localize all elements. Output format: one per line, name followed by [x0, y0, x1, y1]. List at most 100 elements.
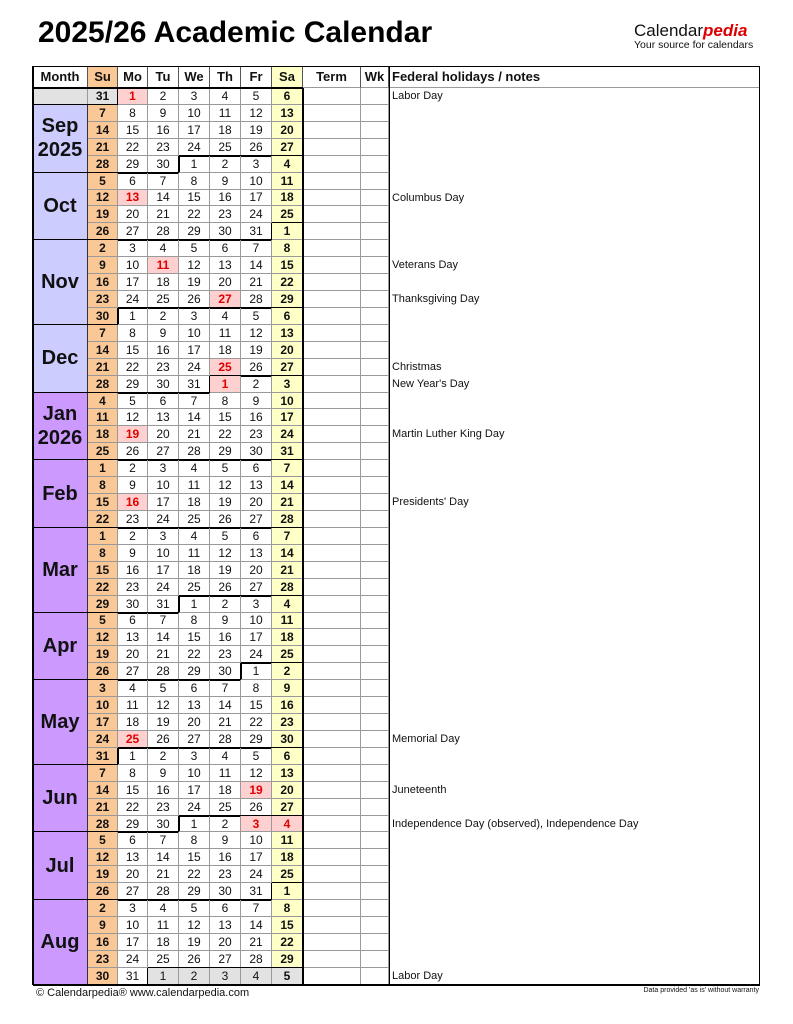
- day-cell[interactable]: 1: [118, 747, 148, 765]
- day-cell[interactable]: 5: [118, 392, 148, 410]
- day-cell[interactable]: 22: [241, 714, 272, 731]
- day-cell[interactable]: 25: [210, 138, 241, 156]
- day-cell[interactable]: 8: [272, 240, 303, 258]
- day-cell[interactable]: 20: [148, 426, 179, 444]
- day-cell[interactable]: 27: [210, 291, 241, 308]
- day-cell[interactable]: 28: [241, 291, 272, 308]
- day-cell[interactable]: 20: [241, 561, 272, 579]
- day-cell[interactable]: 4: [148, 240, 179, 258]
- day-cell[interactable]: 8: [118, 104, 148, 122]
- day-cell[interactable]: 30: [148, 155, 179, 173]
- day-cell[interactable]: 27: [210, 950, 241, 968]
- day-cell[interactable]: 16: [148, 781, 179, 799]
- term-cell[interactable]: [303, 697, 361, 715]
- day-cell[interactable]: 16: [210, 189, 241, 207]
- day-cell[interactable]: 15: [241, 697, 272, 715]
- day-cell[interactable]: 26: [179, 291, 210, 308]
- day-cell[interactable]: 13: [148, 409, 179, 427]
- day-cell[interactable]: 22: [118, 138, 148, 156]
- day-cell[interactable]: 25: [148, 950, 179, 968]
- day-cell[interactable]: 2: [210, 815, 241, 833]
- day-cell[interactable]: 10: [241, 172, 272, 190]
- day-cell[interactable]: 31: [88, 747, 118, 765]
- day-cell[interactable]: 21: [210, 714, 241, 731]
- term-cell[interactable]: [303, 477, 361, 495]
- day-cell[interactable]: 9: [210, 612, 241, 630]
- term-cell[interactable]: [303, 612, 361, 630]
- day-cell[interactable]: 1: [148, 967, 179, 985]
- day-cell[interactable]: 16: [118, 494, 148, 511]
- term-cell[interactable]: [303, 189, 361, 207]
- day-cell[interactable]: 1: [118, 88, 148, 105]
- day-cell[interactable]: 20: [210, 274, 241, 292]
- day-cell[interactable]: 16: [241, 409, 272, 427]
- term-cell[interactable]: [303, 172, 361, 190]
- day-cell[interactable]: 3: [118, 240, 148, 258]
- day-cell[interactable]: 13: [179, 697, 210, 715]
- day-cell[interactable]: 2: [179, 967, 210, 985]
- term-cell[interactable]: [303, 511, 361, 528]
- term-cell[interactable]: [303, 967, 361, 985]
- day-cell[interactable]: 11: [148, 917, 179, 934]
- week-number-cell[interactable]: [361, 612, 389, 630]
- day-cell[interactable]: 17: [118, 274, 148, 292]
- term-cell[interactable]: [303, 223, 361, 241]
- week-number-cell[interactable]: [361, 730, 389, 748]
- day-cell[interactable]: 19: [88, 206, 118, 224]
- day-cell[interactable]: 29: [179, 223, 210, 241]
- day-cell[interactable]: 18: [272, 629, 303, 647]
- day-cell[interactable]: 4: [241, 967, 272, 985]
- week-number-cell[interactable]: [361, 341, 389, 359]
- term-cell[interactable]: [303, 798, 361, 816]
- day-cell[interactable]: 12: [88, 849, 118, 867]
- day-cell[interactable]: 21: [272, 561, 303, 579]
- day-cell[interactable]: 12: [210, 477, 241, 495]
- day-cell[interactable]: 30: [210, 663, 241, 681]
- day-cell[interactable]: 22: [118, 358, 148, 376]
- day-cell[interactable]: 4: [118, 680, 148, 698]
- week-number-cell[interactable]: [361, 392, 389, 410]
- day-cell[interactable]: 19: [88, 646, 118, 664]
- day-cell[interactable]: 14: [210, 697, 241, 715]
- day-cell[interactable]: 29: [118, 155, 148, 173]
- day-cell[interactable]: 24: [179, 138, 210, 156]
- day-cell[interactable]: 12: [118, 409, 148, 427]
- day-cell[interactable]: 23: [272, 714, 303, 731]
- day-cell[interactable]: 31: [88, 88, 118, 105]
- day-cell[interactable]: 4: [88, 392, 118, 410]
- day-cell[interactable]: 27: [148, 443, 179, 461]
- day-cell[interactable]: 21: [88, 138, 118, 156]
- day-cell[interactable]: 24: [241, 646, 272, 664]
- day-cell[interactable]: 3: [241, 815, 272, 833]
- day-cell[interactable]: 13: [118, 189, 148, 207]
- day-cell[interactable]: 29: [210, 443, 241, 461]
- day-cell[interactable]: 9: [148, 764, 179, 782]
- day-cell[interactable]: 3: [241, 155, 272, 173]
- day-cell[interactable]: 2: [148, 747, 179, 765]
- day-cell[interactable]: 23: [148, 798, 179, 816]
- day-cell[interactable]: 28: [88, 155, 118, 173]
- day-cell[interactable]: 29: [118, 375, 148, 393]
- week-number-cell[interactable]: [361, 967, 389, 985]
- day-cell[interactable]: 3: [179, 747, 210, 765]
- week-number-cell[interactable]: [361, 781, 389, 799]
- day-cell[interactable]: 14: [272, 477, 303, 495]
- day-cell[interactable]: 11: [272, 172, 303, 190]
- term-cell[interactable]: [303, 561, 361, 579]
- day-cell[interactable]: 1: [118, 307, 148, 325]
- day-cell[interactable]: 2: [118, 527, 148, 545]
- term-cell[interactable]: [303, 629, 361, 647]
- day-cell[interactable]: 9: [148, 324, 179, 342]
- day-cell[interactable]: 22: [179, 646, 210, 664]
- week-number-cell[interactable]: [361, 798, 389, 816]
- day-cell[interactable]: 14: [241, 257, 272, 275]
- day-cell[interactable]: 11: [210, 104, 241, 122]
- day-cell[interactable]: 28: [88, 815, 118, 833]
- day-cell[interactable]: 4: [210, 747, 241, 765]
- day-cell[interactable]: 20: [179, 714, 210, 731]
- day-cell[interactable]: 22: [88, 511, 118, 528]
- day-cell[interactable]: 28: [272, 511, 303, 528]
- day-cell[interactable]: 7: [148, 832, 179, 850]
- day-cell[interactable]: 1: [272, 883, 303, 901]
- day-cell[interactable]: 20: [210, 934, 241, 951]
